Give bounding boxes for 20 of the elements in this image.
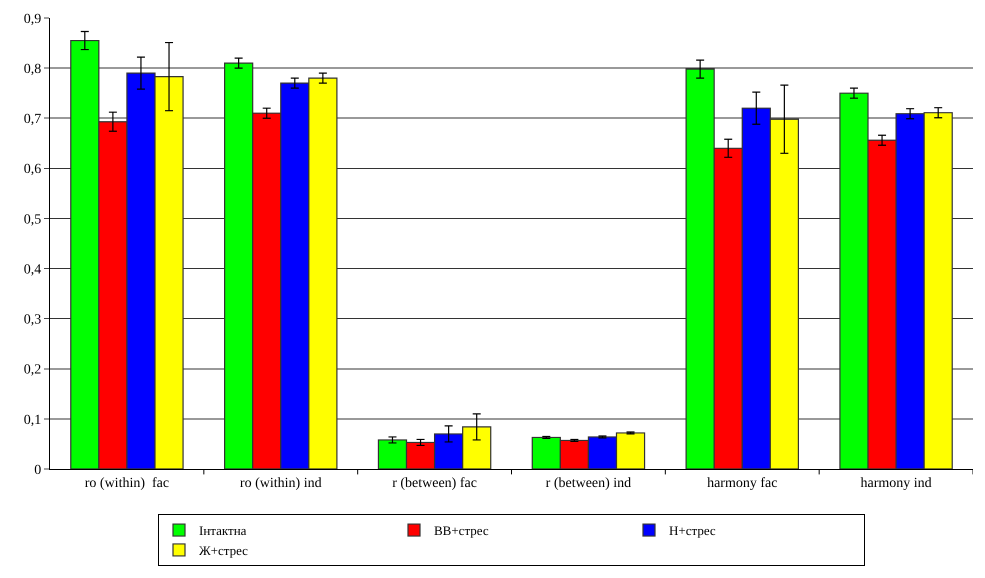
y-tick-label: 0,2 xyxy=(24,362,42,378)
y-tick-label: 0,1 xyxy=(24,412,42,428)
x-tick-label: harmony ind xyxy=(860,476,932,491)
x-tick-label: r (between) ind xyxy=(546,476,632,491)
y-tick-label: 0 xyxy=(34,462,42,478)
legend-label: Інтактна xyxy=(199,523,247,538)
y-tick-label: 0,6 xyxy=(24,162,42,178)
y-tick-label: 0,9 xyxy=(24,12,42,27)
y-tick-label: 0,8 xyxy=(24,62,42,78)
y-tick-label: 0,3 xyxy=(24,312,42,328)
x-tick-label: harmony fac xyxy=(707,476,778,491)
y-tick-label: 0,4 xyxy=(24,262,42,278)
legend-label: Ж+стрес xyxy=(199,543,248,558)
y-tick-label: 0,5 xyxy=(24,212,42,228)
legend-label: Н+стрес xyxy=(669,523,716,538)
legend-label: ВВ+стрес xyxy=(434,523,489,538)
y-tick-label: 0,7 xyxy=(24,112,42,128)
x-tick-label: ro (within) fac xyxy=(84,476,170,491)
x-tick-label: r (between) fac xyxy=(392,476,477,491)
x-tick-label: ro (within) ind xyxy=(240,476,322,491)
